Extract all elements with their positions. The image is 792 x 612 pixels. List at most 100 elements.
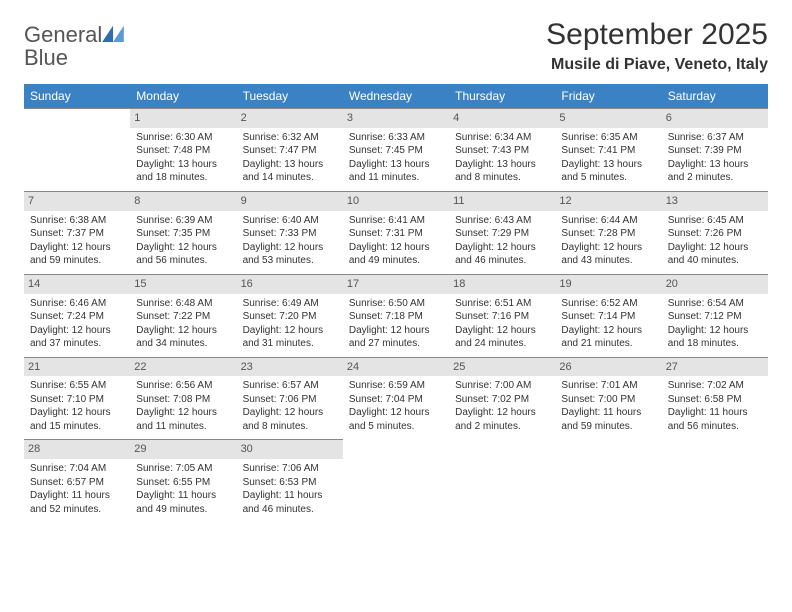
- day-cell: 9Sunrise: 6:40 AMSunset: 7:33 PMDaylight…: [237, 191, 343, 274]
- sunrise-line: Sunrise: 6:48 AM: [136, 297, 230, 311]
- daylight-line: Daylight: 12 hours: [668, 241, 762, 255]
- day-number: 5: [555, 109, 661, 128]
- daylight-line: Daylight: 12 hours: [243, 241, 337, 255]
- sunset-line: Sunset: 7:00 PM: [561, 393, 655, 407]
- sunset-line: Sunset: 7:37 PM: [30, 227, 124, 241]
- daylight-line: Daylight: 12 hours: [455, 324, 549, 338]
- sunrise-line: Sunrise: 6:41 AM: [349, 214, 443, 228]
- day-cell: 22Sunrise: 6:56 AMSunset: 7:08 PMDayligh…: [130, 357, 236, 440]
- sunset-line: Sunset: 7:08 PM: [136, 393, 230, 407]
- daylight-line: Daylight: 12 hours: [30, 406, 124, 420]
- day-header: Tuesday: [237, 84, 343, 109]
- daylight-line: Daylight: 13 hours: [243, 158, 337, 172]
- daylight-line: and 34 minutes.: [136, 337, 230, 351]
- sunset-line: Sunset: 6:53 PM: [243, 476, 337, 490]
- day-number: 18: [449, 275, 555, 294]
- day-cell: 27Sunrise: 7:02 AMSunset: 6:58 PMDayligh…: [662, 357, 768, 440]
- sunset-line: Sunset: 7:14 PM: [561, 310, 655, 324]
- daylight-line: and 24 minutes.: [455, 337, 549, 351]
- daylight-line: Daylight: 12 hours: [136, 324, 230, 338]
- daylight-line: Daylight: 13 hours: [136, 158, 230, 172]
- sunrise-line: Sunrise: 6:46 AM: [30, 297, 124, 311]
- day-number: 19: [555, 275, 661, 294]
- sunrise-line: Sunrise: 6:35 AM: [561, 131, 655, 145]
- sunset-line: Sunset: 7:28 PM: [561, 227, 655, 241]
- daylight-line: Daylight: 12 hours: [668, 324, 762, 338]
- day-number: 10: [343, 192, 449, 211]
- logo-word-blue: Blue: [24, 45, 68, 70]
- calendar-table: Sunday Monday Tuesday Wednesday Thursday…: [24, 84, 768, 522]
- page-header: General Blue September 2025 Musile di Pi…: [24, 18, 768, 74]
- day-cell: 18Sunrise: 6:51 AMSunset: 7:16 PMDayligh…: [449, 274, 555, 357]
- sunset-line: Sunset: 7:43 PM: [455, 144, 549, 158]
- day-cell: 26Sunrise: 7:01 AMSunset: 7:00 PMDayligh…: [555, 357, 661, 440]
- day-cell: [555, 440, 661, 522]
- sunset-line: Sunset: 7:29 PM: [455, 227, 549, 241]
- day-number: 28: [24, 440, 130, 459]
- daylight-line: and 56 minutes.: [668, 420, 762, 434]
- sunset-line: Sunset: 7:31 PM: [349, 227, 443, 241]
- day-number: 23: [237, 358, 343, 377]
- day-number: 14: [24, 275, 130, 294]
- daylight-line: Daylight: 12 hours: [243, 324, 337, 338]
- daylight-line: and 59 minutes.: [30, 254, 124, 268]
- day-number: 29: [130, 440, 236, 459]
- day-cell: 23Sunrise: 6:57 AMSunset: 7:06 PMDayligh…: [237, 357, 343, 440]
- logo-triangle-icon: [102, 24, 124, 42]
- sunset-line: Sunset: 7:12 PM: [668, 310, 762, 324]
- day-number: 21: [24, 358, 130, 377]
- calendar-body: 1Sunrise: 6:30 AMSunset: 7:48 PMDaylight…: [24, 109, 768, 523]
- daylight-line: and 5 minutes.: [561, 171, 655, 185]
- daylight-line: and 49 minutes.: [136, 503, 230, 517]
- daylight-line: Daylight: 12 hours: [349, 324, 443, 338]
- sunrise-line: Sunrise: 6:56 AM: [136, 379, 230, 393]
- sunrise-line: Sunrise: 6:59 AM: [349, 379, 443, 393]
- daylight-line: Daylight: 11 hours: [136, 489, 230, 503]
- calendar-page: General Blue September 2025 Musile di Pi…: [0, 0, 792, 540]
- sunrise-line: Sunrise: 7:06 AM: [243, 462, 337, 476]
- day-cell: 14Sunrise: 6:46 AMSunset: 7:24 PMDayligh…: [24, 274, 130, 357]
- daylight-line: and 56 minutes.: [136, 254, 230, 268]
- sunset-line: Sunset: 7:39 PM: [668, 144, 762, 158]
- sunset-line: Sunset: 7:04 PM: [349, 393, 443, 407]
- sunrise-line: Sunrise: 6:51 AM: [455, 297, 549, 311]
- daylight-line: Daylight: 11 hours: [243, 489, 337, 503]
- day-cell: 4Sunrise: 6:34 AMSunset: 7:43 PMDaylight…: [449, 109, 555, 192]
- sunset-line: Sunset: 7:47 PM: [243, 144, 337, 158]
- daylight-line: and 37 minutes.: [30, 337, 124, 351]
- daylight-line: and 18 minutes.: [136, 171, 230, 185]
- day-cell: 24 Sunrise: 6:59 AMSunset: 7:04 PMDayligh…: [343, 357, 449, 440]
- daylight-line: Daylight: 12 hours: [561, 324, 655, 338]
- sunrise-line: Sunrise: 7:05 AM: [136, 462, 230, 476]
- day-cell: 13Sunrise: 6:45 AMSunset: 7:26 PMDayligh…: [662, 191, 768, 274]
- day-cell: 10Sunrise: 6:41 AMSunset: 7:31 PMDayligh…: [343, 191, 449, 274]
- sunrise-line: Sunrise: 6:34 AM: [455, 131, 549, 145]
- sunrise-line: Sunrise: 6:44 AM: [561, 214, 655, 228]
- sunrise-line: Sunrise: 7:01 AM: [561, 379, 655, 393]
- daylight-line: and 43 minutes.: [561, 254, 655, 268]
- daylight-line: and 2 minutes.: [455, 420, 549, 434]
- day-number: 3: [343, 109, 449, 128]
- daylight-line: Daylight: 11 hours: [668, 406, 762, 420]
- day-header: Saturday: [662, 84, 768, 109]
- daylight-line: Daylight: 12 hours: [349, 406, 443, 420]
- daylight-line: and 2 minutes.: [668, 171, 762, 185]
- daylight-line: and 8 minutes.: [455, 171, 549, 185]
- sunrise-line: Sunrise: 6:43 AM: [455, 214, 549, 228]
- day-number: 24: [343, 358, 449, 377]
- sunset-line: Sunset: 7:24 PM: [30, 310, 124, 324]
- logo-text: General Blue: [24, 24, 124, 70]
- title-block: September 2025 Musile di Piave, Veneto, …: [546, 18, 768, 74]
- daylight-line: Daylight: 13 hours: [561, 158, 655, 172]
- sunrise-line: Sunrise: 6:52 AM: [561, 297, 655, 311]
- sunrise-line: Sunrise: 6:33 AM: [349, 131, 443, 145]
- day-cell: 20Sunrise: 6:54 AMSunset: 7:12 PMDayligh…: [662, 274, 768, 357]
- day-number: 17: [343, 275, 449, 294]
- day-cell: [343, 440, 449, 522]
- sunrise-line: Sunrise: 6:32 AM: [243, 131, 337, 145]
- sunrise-line: Sunrise: 6:38 AM: [30, 214, 124, 228]
- daylight-line: Daylight: 12 hours: [136, 406, 230, 420]
- day-number: 30: [237, 440, 343, 459]
- daylight-line: Daylight: 12 hours: [455, 406, 549, 420]
- day-header: Friday: [555, 84, 661, 109]
